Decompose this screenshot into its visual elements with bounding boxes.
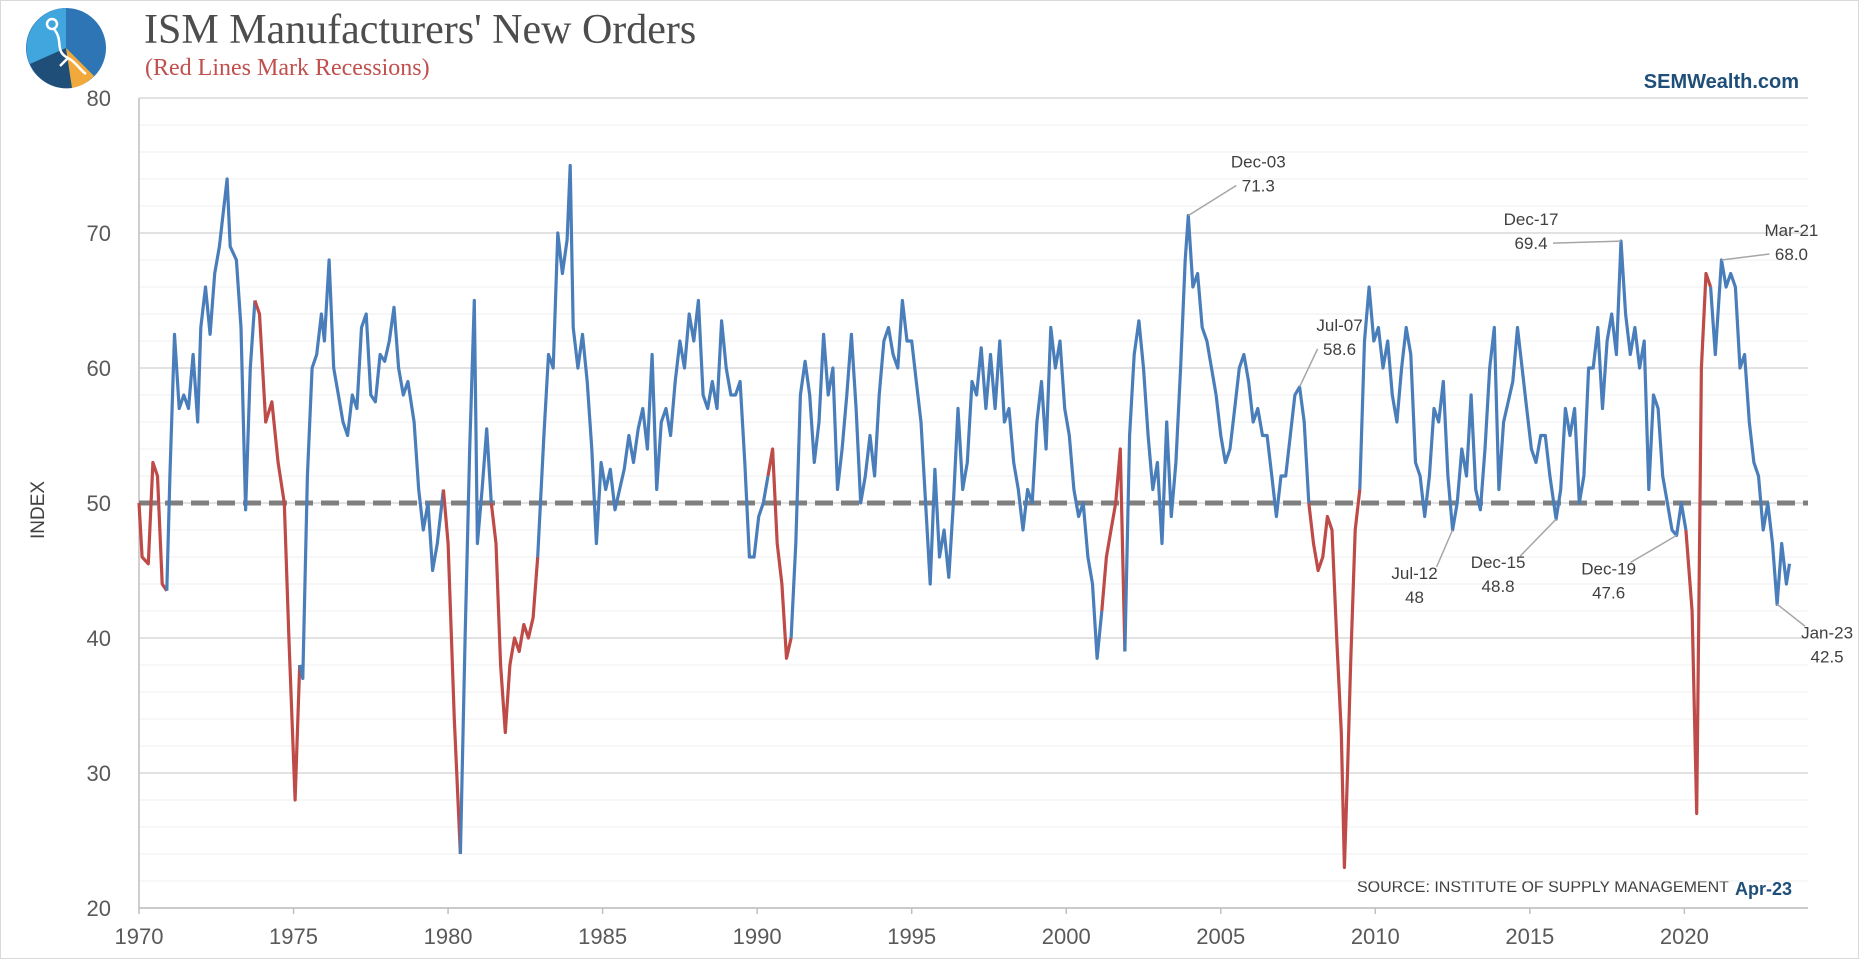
y-tick-label: 30 bbox=[87, 761, 111, 786]
x-tick-label: 2005 bbox=[1196, 924, 1245, 949]
annotation-date: Dec-17 bbox=[1504, 210, 1559, 229]
x-tick-label: 2015 bbox=[1505, 924, 1554, 949]
x-tick-label: 1975 bbox=[269, 924, 318, 949]
annotation-date: Dec-19 bbox=[1581, 559, 1636, 578]
annotation-leader bbox=[1552, 240, 1622, 244]
annotation-date: Dec-03 bbox=[1231, 152, 1286, 171]
recession-segment bbox=[441, 489, 462, 855]
x-tick-label: 1985 bbox=[578, 924, 627, 949]
recession-segment bbox=[1684, 271, 1713, 816]
recession-segment bbox=[766, 447, 793, 660]
series-segment bbox=[458, 298, 493, 855]
x-tick-label: 1990 bbox=[733, 924, 782, 949]
annotation-date: Dec-15 bbox=[1471, 553, 1526, 572]
annotation-value: 58.6 bbox=[1323, 340, 1356, 359]
series-segment bbox=[165, 177, 257, 591]
annotation-value: 48.8 bbox=[1482, 577, 1515, 596]
annotation-leader bbox=[1519, 518, 1557, 557]
y-axis-label: INDEX bbox=[28, 481, 49, 539]
chart-subtitle: (Red Lines Mark Recessions) bbox=[145, 55, 430, 81]
annotation-leader bbox=[1776, 603, 1806, 627]
y-tick-label: 80 bbox=[87, 86, 111, 111]
source-note: SOURCE: INSTITUTE OF SUPPLY MANAGEMENT bbox=[1357, 879, 1729, 896]
series-segment bbox=[1709, 258, 1792, 606]
annotation-date: Jul-07 bbox=[1316, 316, 1362, 335]
x-tick-label: 1995 bbox=[887, 924, 936, 949]
annotation-date: Jan-23 bbox=[1801, 623, 1853, 642]
annotation-value: 47.6 bbox=[1592, 583, 1625, 602]
semwealth-logo-icon bbox=[26, 8, 106, 89]
annotation-value: 69.4 bbox=[1514, 234, 1547, 253]
y-tick-labels: 20 30 40 50 60 70 80 bbox=[87, 86, 111, 921]
x-tick-label: 2010 bbox=[1351, 924, 1400, 949]
recession-segment bbox=[137, 460, 169, 592]
x-tick-label: 1980 bbox=[424, 924, 473, 949]
recession-segment bbox=[253, 299, 302, 802]
annotation-leader bbox=[1298, 348, 1319, 388]
recession-segment bbox=[1307, 489, 1362, 870]
annotation-value: 42.5 bbox=[1811, 647, 1844, 666]
y-tick-label: 70 bbox=[87, 221, 111, 246]
annotation-value: 68.0 bbox=[1775, 245, 1808, 264]
annotation-value: 71.3 bbox=[1242, 176, 1275, 195]
recession-segment bbox=[489, 502, 540, 735]
chart-title: ISM Manufacturers' New Orders bbox=[144, 7, 697, 53]
annotations: Dec-03 71.3 Jul-07 58.6 Jul-12 48 Dec-15 48.8 De… bbox=[1187, 152, 1853, 666]
series-lines bbox=[137, 163, 1808, 870]
x-tick-label: 1970 bbox=[115, 924, 164, 949]
x-tick-label: 2020 bbox=[1660, 924, 1709, 949]
annotation-leader bbox=[1721, 253, 1770, 261]
y-tick-label: 50 bbox=[87, 491, 111, 516]
series-segment bbox=[1358, 239, 1688, 537]
brand-label: SEMWealth.com bbox=[1643, 71, 1799, 93]
y-tick-label: 60 bbox=[87, 356, 111, 381]
grid-lines bbox=[138, 97, 1808, 914]
annotation-value: 48 bbox=[1405, 588, 1424, 607]
y-tick-label: 40 bbox=[87, 626, 111, 651]
annotation-leader bbox=[1630, 534, 1678, 564]
annotation-leader bbox=[1187, 184, 1237, 217]
annotation-date: Jul-12 bbox=[1391, 564, 1437, 583]
series-segment bbox=[1123, 213, 1311, 652]
recession-segment bbox=[1100, 447, 1127, 652]
x-tick-labels: 1970 1975 1980 1985 1990 1995 2000 2005 2010 2015… bbox=[115, 924, 1709, 949]
x-tick-label: 2000 bbox=[1042, 924, 1091, 949]
date-stamp: Apr-23 bbox=[1735, 879, 1793, 899]
series-segment bbox=[789, 298, 1104, 660]
annotation-date: Mar-21 bbox=[1765, 221, 1819, 240]
series-segment bbox=[536, 163, 770, 559]
annotation-leader bbox=[1435, 529, 1454, 568]
series-segment bbox=[298, 258, 445, 681]
y-tick-label: 20 bbox=[87, 896, 111, 921]
